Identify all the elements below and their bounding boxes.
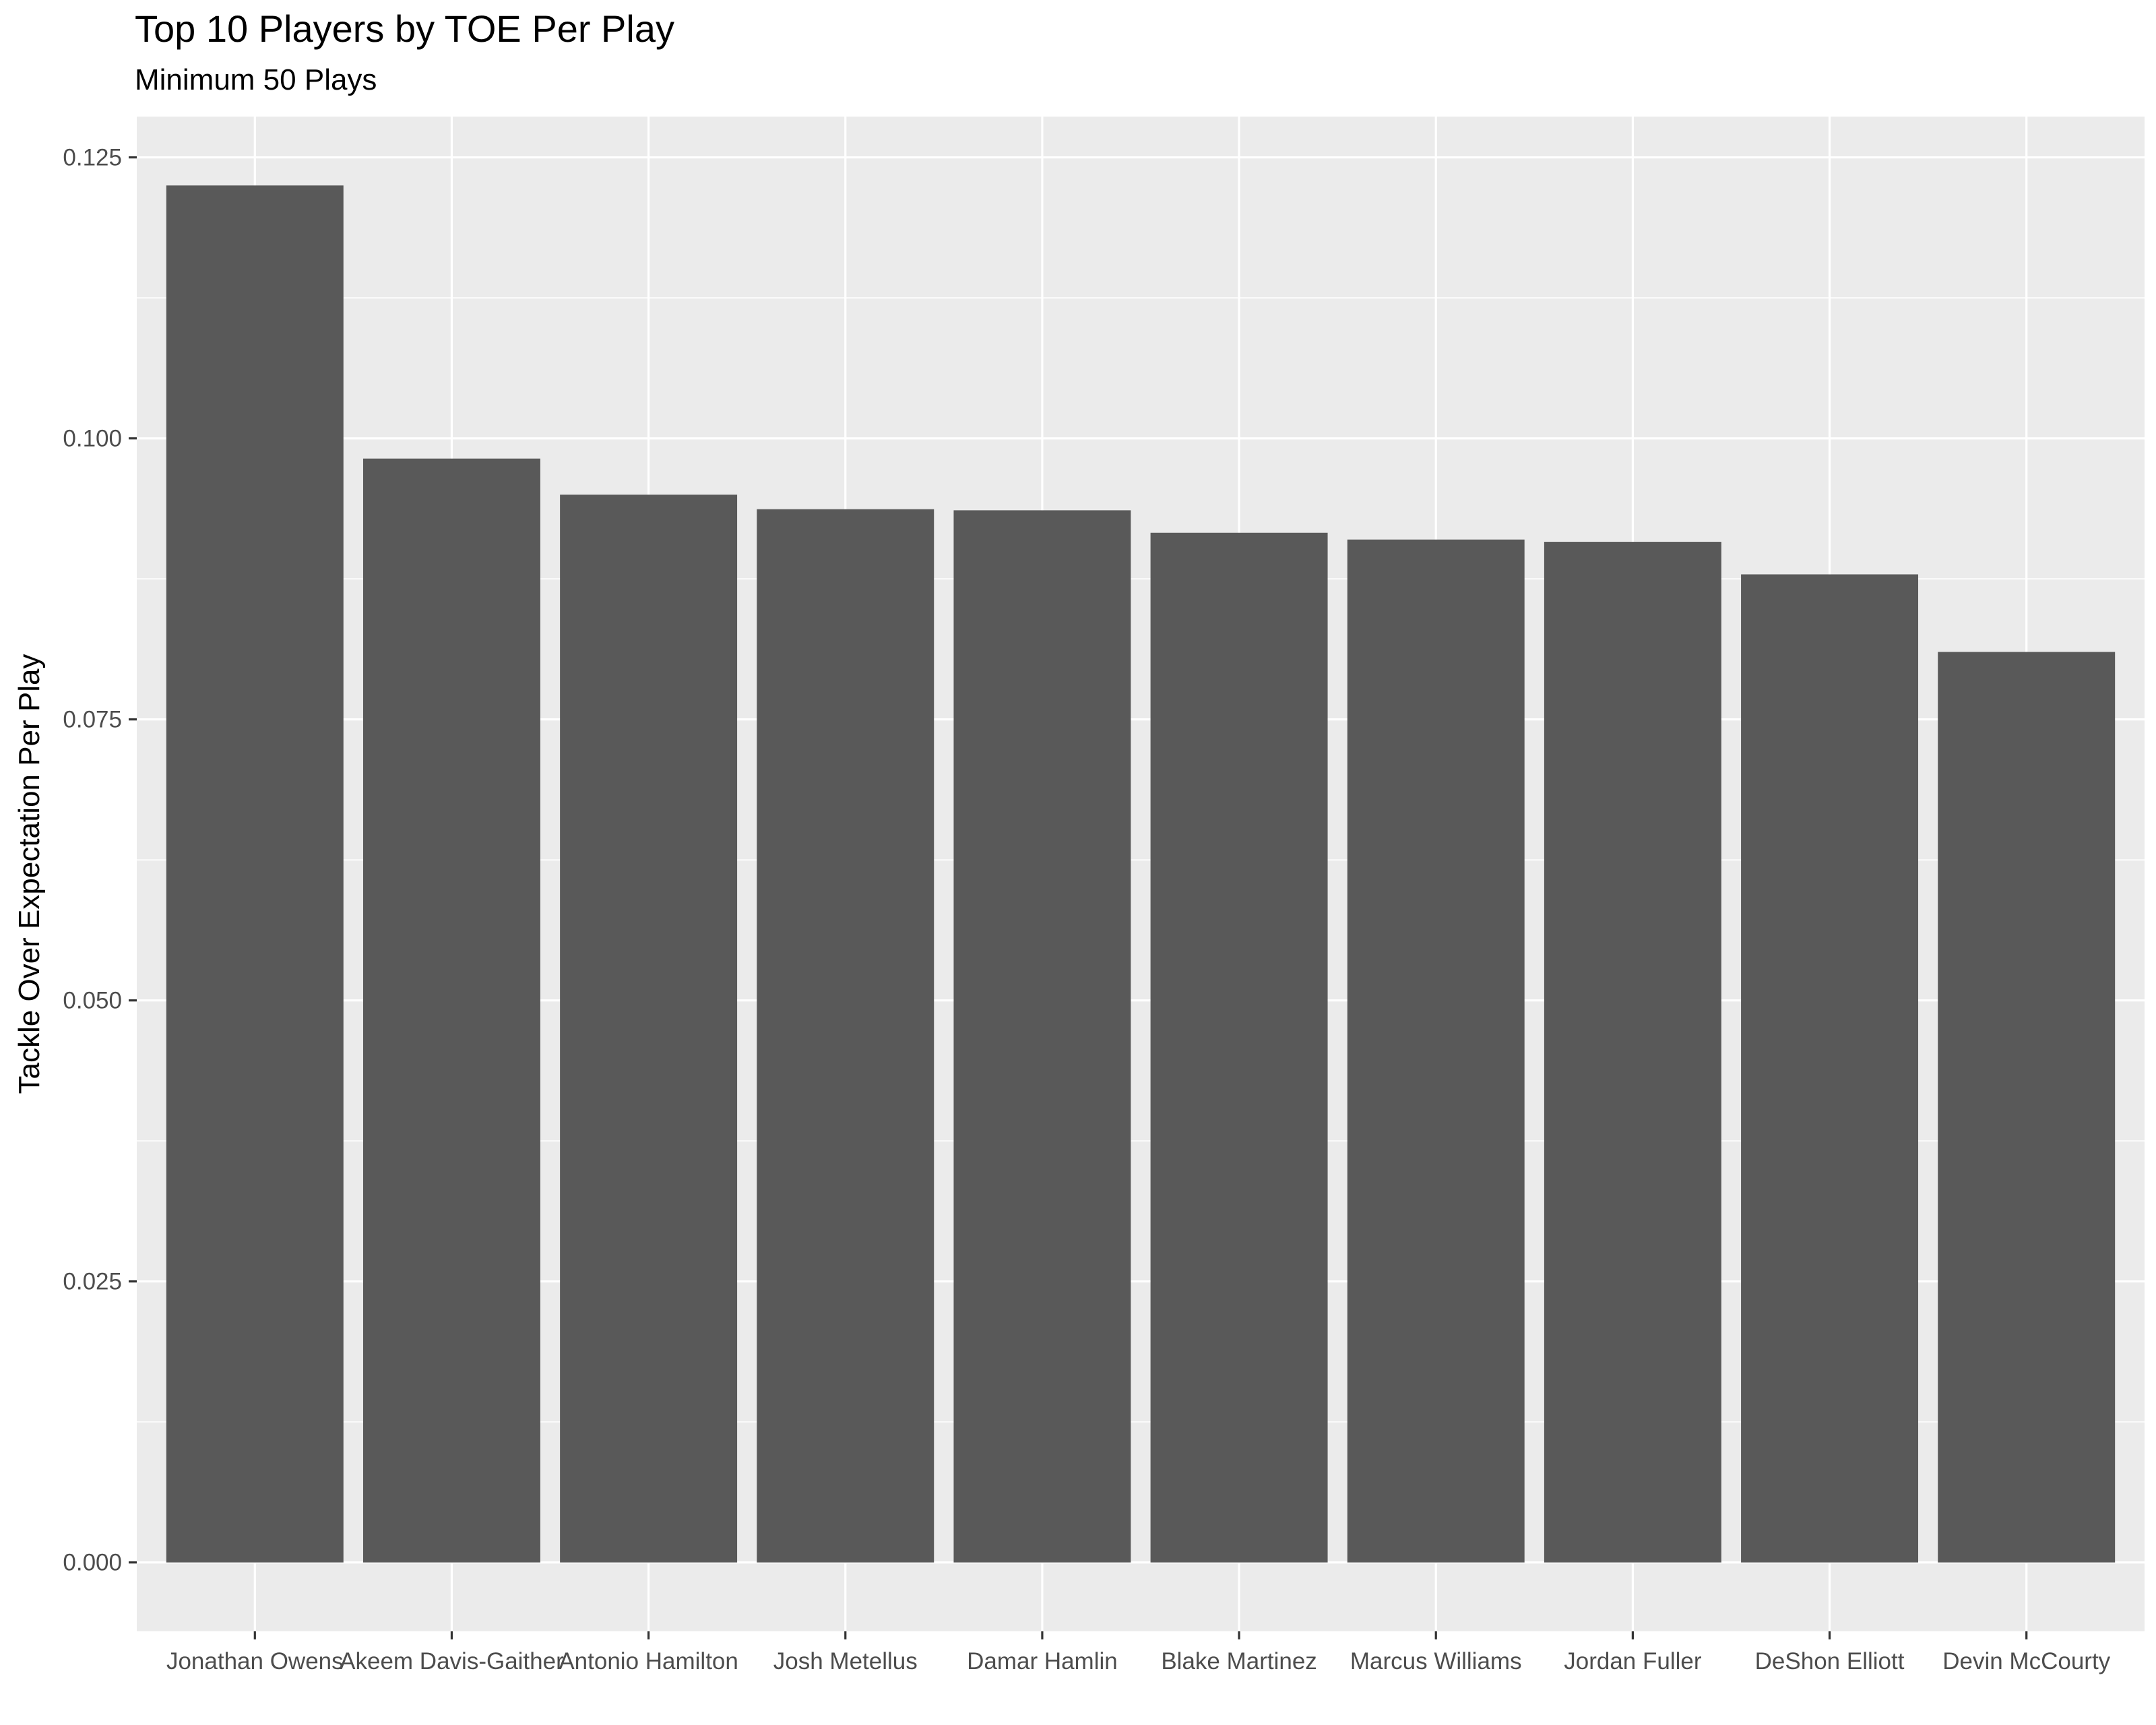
bar xyxy=(1347,539,1525,1563)
bar xyxy=(1544,542,1721,1563)
y-tick-label: 0.050 xyxy=(63,988,122,1014)
y-tick-label: 0.025 xyxy=(63,1269,122,1295)
y-tick-label: 0.100 xyxy=(63,426,122,452)
bar xyxy=(362,458,540,1563)
bar xyxy=(560,494,738,1563)
y-tick-label: 0.125 xyxy=(63,145,122,171)
x-tick-label: Marcus Williams xyxy=(1350,1648,1522,1674)
x-tick-label: DeShon Elliott xyxy=(1755,1648,1905,1674)
y-axis: 0.000 0.025 0.050 0.075 0.100 0.125 xyxy=(63,145,137,1576)
x-tick-label: Josh Metellus xyxy=(773,1648,918,1674)
x-tick-label: Blake Martinez xyxy=(1161,1648,1317,1674)
y-tick-label: 0.000 xyxy=(63,1550,122,1576)
bar xyxy=(757,509,934,1563)
bars xyxy=(166,185,2116,1563)
y-axis-title: Tackle Over Expectation Per Play xyxy=(13,654,46,1094)
bar xyxy=(1938,652,2116,1563)
bar xyxy=(166,185,344,1563)
bar xyxy=(1150,532,1328,1563)
x-tick-label: Jordan Fuller xyxy=(1564,1648,1702,1674)
x-tick-label: Jonathan Owens xyxy=(166,1648,344,1674)
bar xyxy=(953,510,1131,1563)
bar xyxy=(1741,574,1919,1563)
x-tick-label: Devin McCourty xyxy=(1942,1648,2110,1674)
x-tick-label: Akeem Davis-Gaither xyxy=(340,1648,564,1674)
chart-subtitle: Minimum 50 Plays xyxy=(135,63,377,96)
y-tick-label: 0.075 xyxy=(63,707,122,733)
x-tick-label: Damar Hamlin xyxy=(967,1648,1118,1674)
x-tick-label: Antonio Hamilton xyxy=(559,1648,738,1674)
chart-title: Top 10 Players by TOE Per Play xyxy=(135,7,674,50)
